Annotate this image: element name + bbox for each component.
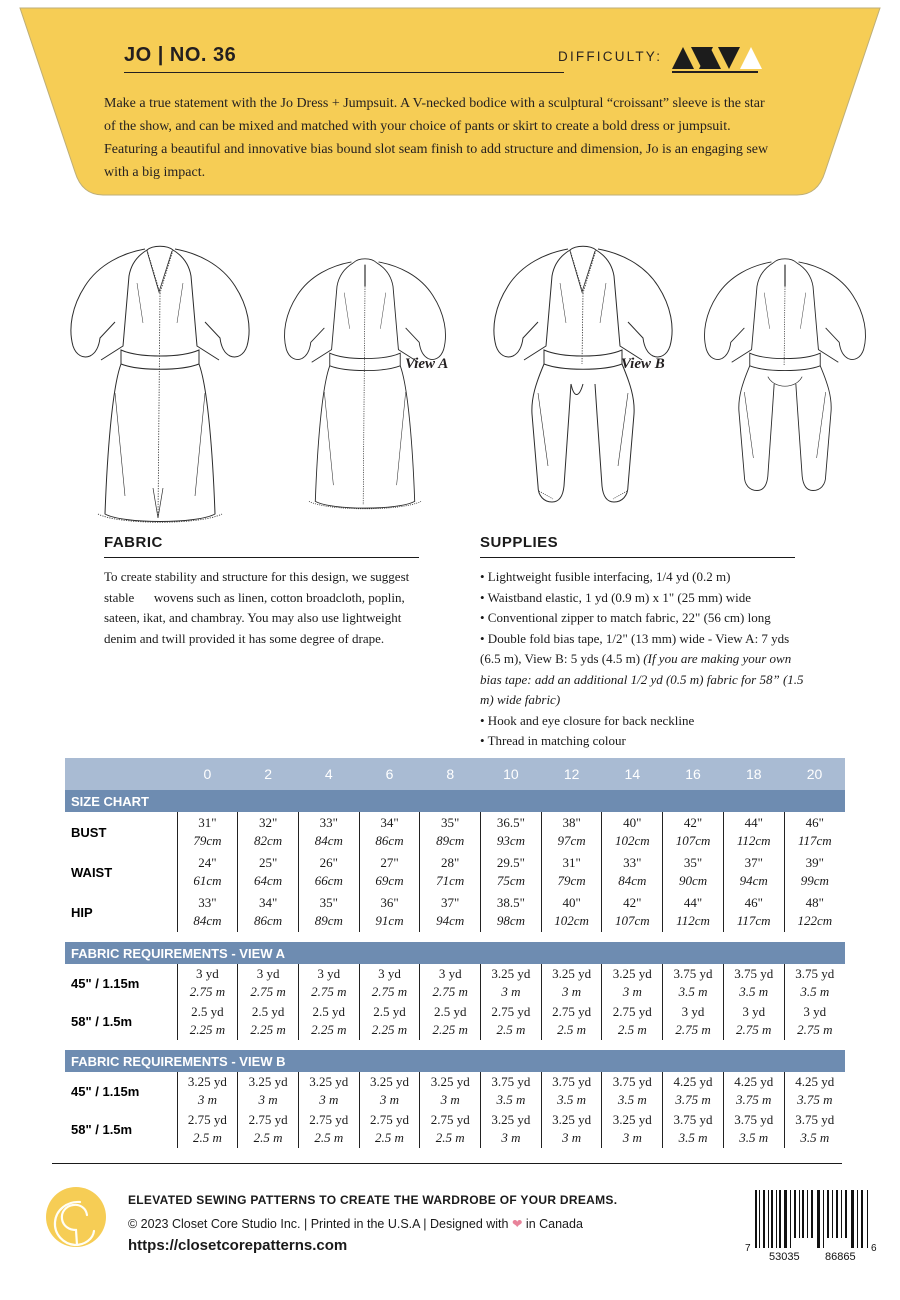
- svg-text:6: 6: [871, 1243, 877, 1254]
- svg-text:7: 7: [745, 1243, 751, 1254]
- svg-text:53035: 53035: [769, 1251, 800, 1263]
- svg-text:86865: 86865: [825, 1251, 856, 1263]
